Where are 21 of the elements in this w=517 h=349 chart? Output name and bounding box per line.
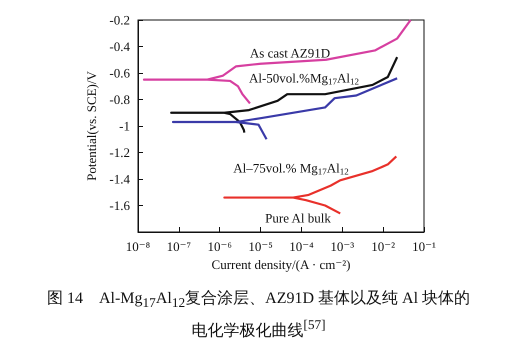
y-axis-title: Potential(vs. SCE)/V (84, 70, 99, 181)
y-tick-label: -0.6 (109, 66, 130, 80)
x-axis-title: Current density/(A · cm⁻²) (212, 257, 350, 272)
x-tick-label: 10⁻³ (330, 239, 354, 254)
x-tick-label: 10⁻⁸ (126, 239, 151, 254)
x-tick-label: 10⁻⁶ (208, 239, 232, 254)
annotation: Pure Al bulk (265, 210, 332, 226)
y-tick-label: -1 (119, 118, 130, 134)
x-tick-label: 10⁻⁴ (289, 239, 314, 254)
annotation: As cast AZ91D (250, 46, 330, 60)
x-tick-label: 10⁻¹ (412, 239, 436, 254)
y-tick-label: -0.8 (109, 92, 130, 107)
y-tick-label: -1.6 (109, 198, 130, 213)
y-tick-label: -1.4 (109, 172, 130, 186)
y-tick-label: -1.2 (109, 145, 130, 160)
x-tick-label: 10⁻⁵ (248, 239, 273, 254)
text: 图 14 Al-Mg$_{17}$Al$_{12}$复合涂层、AZ91D 基体以及纯 Al 块体的电化学极化曲线$^{[57]}$ (46, 288, 472, 342)
y-tick-label: -0.4 (109, 39, 130, 54)
y-tick-label: -0.2 (109, 12, 130, 28)
x-tick-label: 10⁻² (371, 239, 396, 254)
x-tick-label: 10⁻⁷ (166, 239, 192, 254)
